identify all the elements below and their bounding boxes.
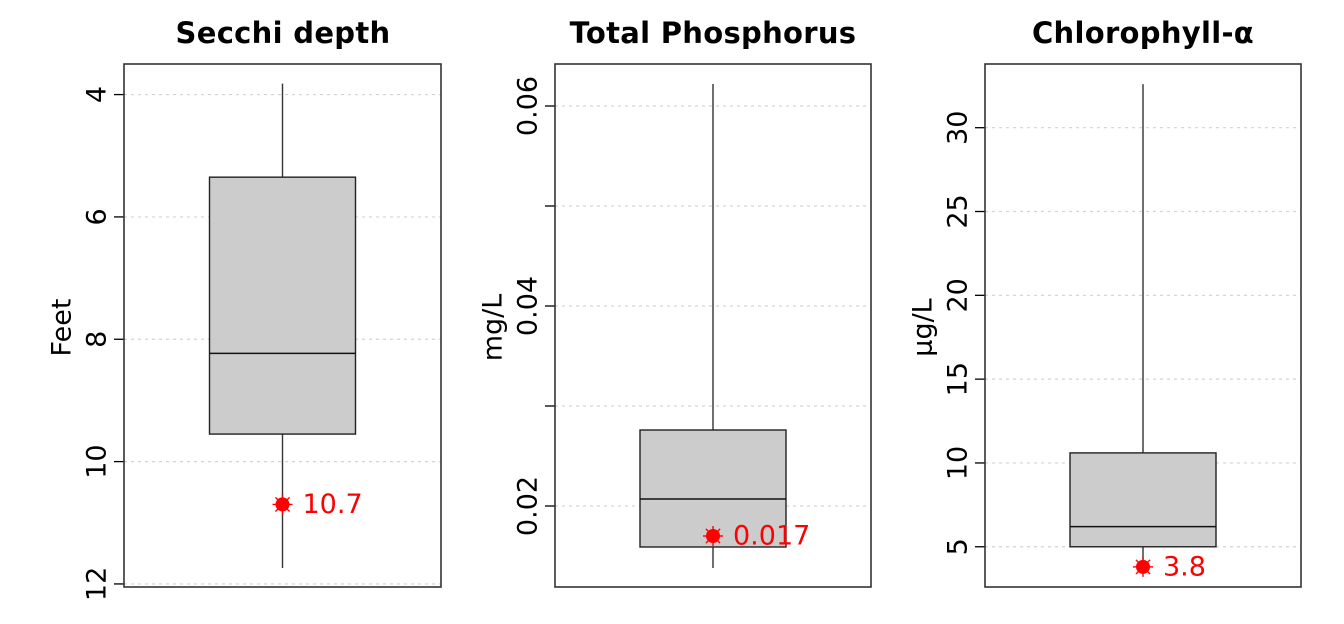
- highlight-value-label: 0.017: [733, 521, 810, 552]
- y-tick-label: 30: [943, 111, 974, 145]
- highlight-value-label: 3.8: [1163, 551, 1206, 582]
- plot-frame: [554, 63, 872, 588]
- y-axis-label: mg/L: [478, 294, 509, 362]
- highlight-point-icon: [703, 526, 723, 546]
- y-tick-label: 4: [82, 86, 113, 103]
- y-tick-label: 10: [82, 444, 113, 478]
- y-tick-label: 10: [943, 446, 974, 480]
- panel-total-phosphorus: Total Phosphorus 0.02 0.04 0.06 mg/L 0.017: [478, 16, 872, 588]
- y-tick-label: 12: [82, 567, 113, 601]
- box: [1069, 452, 1217, 548]
- chart-title: Total Phosphorus: [569, 16, 857, 50]
- y-axis-label: µg/L: [908, 298, 939, 356]
- y-tick-label: 0.02: [513, 476, 544, 536]
- highlight-point-icon: [272, 494, 293, 515]
- y-tick-label: 6: [82, 208, 113, 225]
- y-axis-label: Feet: [47, 299, 78, 357]
- chart-title: Chlorophyll-α: [1031, 16, 1255, 50]
- highlight-value-label: 10.7: [303, 489, 363, 520]
- y-tick-label: 5: [943, 538, 974, 555]
- box: [208, 176, 357, 435]
- panel-secchi-depth: Secchi depth 4 6 8 10 12 Feet 10.7: [0, 0, 448, 624]
- plot-frame: [123, 63, 442, 588]
- chart-title: Secchi depth: [175, 16, 391, 50]
- plot-total-phosphorus: 0.02 0.04 0.06 mg/L 0.017: [478, 63, 872, 588]
- y-tick-label: 20: [943, 278, 974, 312]
- y-tick-label: 0.04: [513, 276, 544, 336]
- plot-frame: [984, 63, 1302, 588]
- highlight-point-icon: [1133, 556, 1153, 577]
- y-tick-label: 8: [82, 331, 113, 348]
- y-tick-label: 25: [943, 194, 974, 228]
- y-tick-label: 15: [943, 362, 974, 396]
- plot-secchi-depth: 4 6 8 10 12 Feet 10.7: [47, 63, 442, 601]
- y-tick-label: 0.06: [513, 76, 544, 136]
